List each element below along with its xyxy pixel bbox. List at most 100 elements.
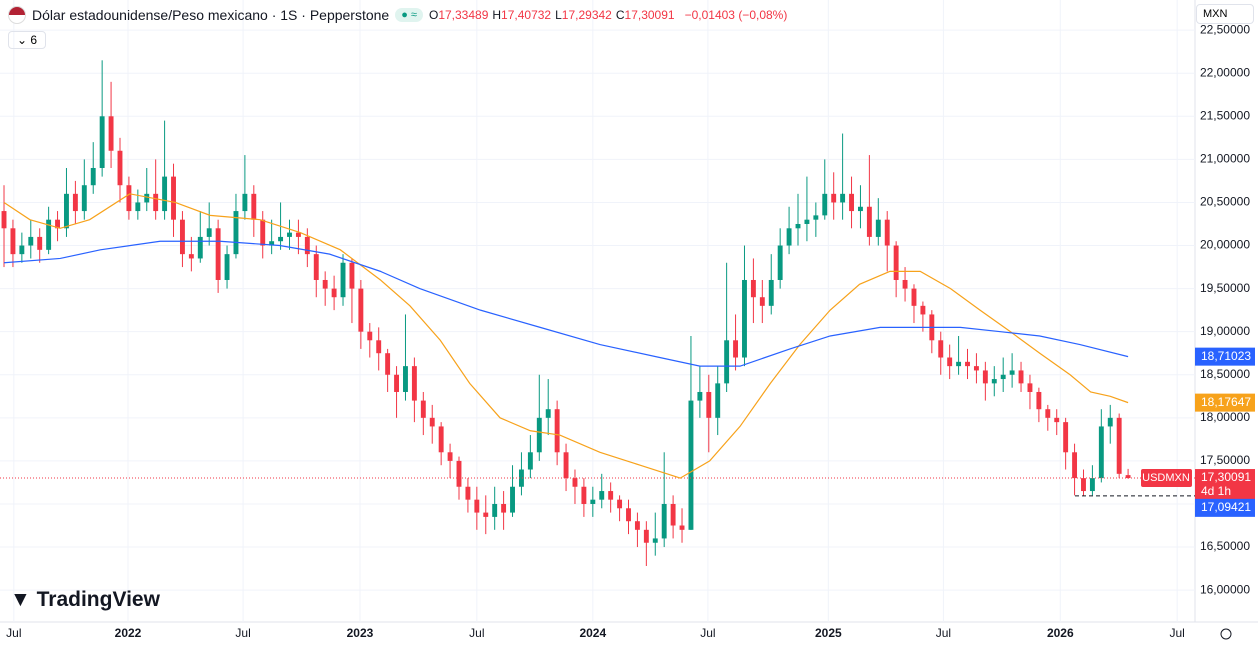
candle-body xyxy=(1125,475,1131,479)
candle-body xyxy=(1107,417,1113,427)
candle-body xyxy=(1009,370,1015,375)
candle-body xyxy=(135,202,141,212)
candle-body xyxy=(171,176,176,220)
candle-body xyxy=(795,223,801,229)
candle-body xyxy=(224,254,230,280)
candle-body xyxy=(501,503,507,513)
price-tag-text: 17,30091 xyxy=(1201,470,1251,484)
x-tick-label: 2026 xyxy=(1047,626,1074,640)
ohlc: O17,33489 H17,40732 L17,29342 C17,30091 xyxy=(429,8,679,22)
currency[interactable]: MXN xyxy=(1196,4,1254,24)
candle-body xyxy=(1072,452,1078,479)
candle-body xyxy=(117,150,123,186)
candle-body xyxy=(1045,409,1051,418)
candle-body xyxy=(340,262,346,298)
x-tick-label: Jul xyxy=(235,626,250,640)
candle-body xyxy=(965,361,970,367)
ma-tag-text: 18,71023 xyxy=(1201,349,1251,363)
candle-body xyxy=(376,340,382,354)
candle-body xyxy=(37,236,43,250)
ma-tag xyxy=(1195,347,1255,366)
candle-body xyxy=(706,391,712,418)
candle-body xyxy=(474,499,480,513)
candle-body xyxy=(313,254,319,280)
logo: ▼ TradingView xyxy=(10,588,160,611)
candle-body xyxy=(456,460,462,487)
y-tick-label: 20,50000 xyxy=(1200,195,1250,209)
candle-body xyxy=(947,357,953,367)
candle-body xyxy=(46,219,52,250)
candle-body xyxy=(358,288,364,332)
candle-body xyxy=(438,426,444,453)
y-tick-label: 21,50000 xyxy=(1200,108,1250,122)
candle-body xyxy=(688,400,694,530)
candle-body xyxy=(447,452,453,461)
candle-body xyxy=(1116,417,1122,474)
candle-body xyxy=(28,236,34,246)
countdown: 4d 1h xyxy=(1201,484,1231,498)
x-tick-label: Jul xyxy=(1169,626,1184,640)
ohlc-key: O xyxy=(428,8,439,22)
candle-body xyxy=(492,503,498,517)
candle-body xyxy=(322,279,328,289)
candle-body xyxy=(72,193,78,212)
price-tag xyxy=(1195,469,1255,500)
ma-tag-text: 18,17647 xyxy=(1201,395,1251,409)
candle-body xyxy=(626,508,631,522)
candle-body xyxy=(956,361,962,367)
candle-body xyxy=(866,206,872,237)
ohlc-key: H xyxy=(492,8,502,22)
candle-body xyxy=(902,279,908,289)
candle-body xyxy=(403,366,408,392)
indicators-toggle[interactable]: ⌄ 6 xyxy=(8,31,47,49)
candle-body xyxy=(652,538,658,543)
candle-body xyxy=(608,491,614,500)
candle-body xyxy=(545,409,551,418)
candle-body xyxy=(1027,383,1033,392)
candle-body xyxy=(260,219,266,246)
candle-body xyxy=(670,503,676,526)
candle-body xyxy=(563,452,569,479)
candle-body xyxy=(411,366,417,401)
candle-body xyxy=(991,379,997,384)
ohlc-key: C xyxy=(615,8,625,22)
change: −0,01403 (−0,08%) xyxy=(684,8,788,22)
low-tag xyxy=(1195,498,1255,517)
candle-body xyxy=(1089,478,1095,492)
candle-body xyxy=(1036,391,1042,410)
candle-body xyxy=(759,297,765,306)
candle-body xyxy=(233,211,239,255)
y-tick-label: 19,50000 xyxy=(1200,281,1250,295)
x-tick-label: Jul xyxy=(700,626,715,640)
candle-body xyxy=(465,486,471,500)
candle-body xyxy=(643,529,649,543)
candle-body xyxy=(884,219,890,246)
candle-body xyxy=(55,219,60,229)
legend: Dólar estadounidense/Peso mexicano · 1S … xyxy=(8,6,787,24)
candle-body xyxy=(331,288,337,298)
candle-body xyxy=(742,279,747,358)
status[interactable]: ● ≈ xyxy=(395,8,423,22)
candle-body xyxy=(19,245,25,255)
candle-body xyxy=(483,512,489,517)
ohlc-key: L xyxy=(555,8,562,22)
candle-body xyxy=(697,391,703,401)
candle-body xyxy=(875,219,881,237)
candle-body xyxy=(1054,417,1060,423)
candle-body xyxy=(144,193,150,203)
y-tick-label: 19,00000 xyxy=(1200,324,1250,338)
settings-icon[interactable] xyxy=(1220,628,1232,640)
candle-body xyxy=(1000,374,1006,380)
x-tick-label: Jul xyxy=(6,626,21,640)
y-tick-label: 22,50000 xyxy=(1200,22,1250,36)
x-tick-label: 2022 xyxy=(115,626,142,640)
candle-body xyxy=(188,254,194,259)
candle-body xyxy=(64,193,69,229)
candle-body xyxy=(715,383,721,418)
candle-body xyxy=(1018,370,1024,384)
candle-body xyxy=(1098,426,1104,479)
candle-body xyxy=(215,228,221,280)
flag xyxy=(8,6,26,24)
